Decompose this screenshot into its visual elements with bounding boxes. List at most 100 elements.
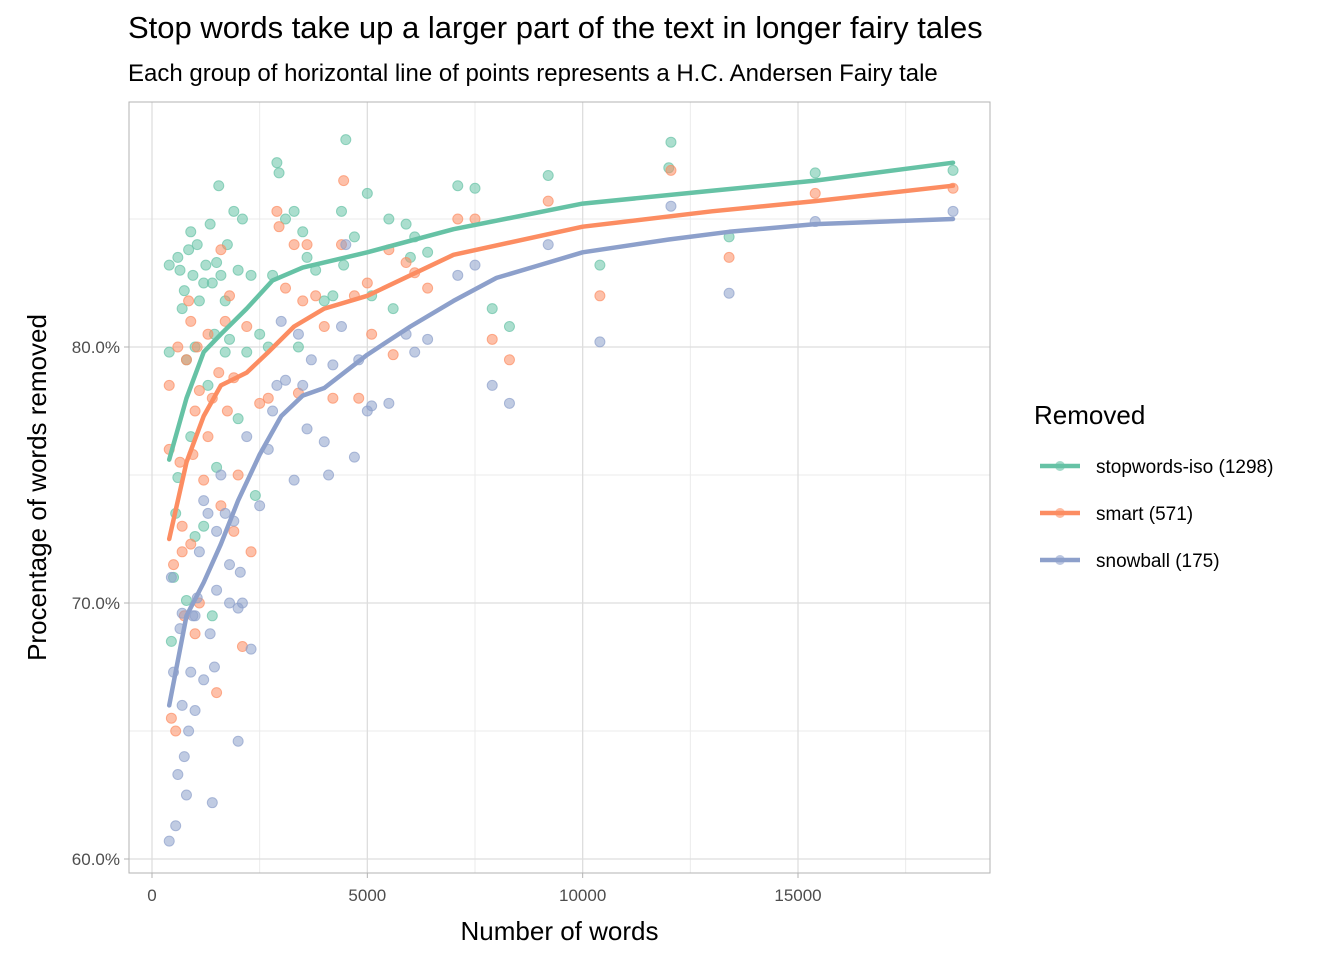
data-point [387,349,399,361]
data-point [271,157,283,169]
data-point [213,180,225,192]
data-point [361,187,373,199]
data-point [335,205,347,217]
data-point [163,346,175,358]
data-point [301,251,313,263]
data-point [180,354,192,366]
data-point [215,469,227,481]
x-tick-label: 15000 [774,886,821,905]
data-point [183,725,195,737]
data-point [193,546,205,558]
data-point [202,507,214,519]
y-tick-label: 60.0% [72,850,120,869]
data-point [224,333,236,345]
data-point [224,597,236,609]
data-point [189,628,201,640]
data-point [193,385,205,397]
data-point [176,699,188,711]
x-tick-label: 5000 [348,886,386,905]
data-point [221,405,233,417]
data-point [180,594,192,606]
data-point [163,835,175,847]
chart-title: Stop words take up a larger part of the … [128,10,983,45]
data-point [254,328,266,340]
data-point [165,712,177,724]
data-point [486,303,498,315]
data-point [168,559,180,571]
data-point [665,200,677,212]
data-point [204,628,216,640]
data-point [200,259,212,271]
y-tick-label: 70.0% [72,594,120,613]
data-point [452,180,464,192]
data-point [947,205,959,217]
data-point [594,259,606,271]
data-point [340,239,352,251]
data-point [176,546,188,558]
data-point [292,341,304,353]
data-point [288,239,300,251]
data-point [297,226,309,238]
trend-line [166,183,956,542]
data-point [594,336,606,348]
data-point [353,392,365,404]
data-point [163,259,175,271]
data-point [176,520,188,532]
data-point [723,251,735,263]
data-point [809,167,821,179]
data-point [383,397,395,409]
data-point [335,321,347,333]
data-point [318,321,330,333]
legend-key-point [1055,461,1065,471]
legend-key-point [1055,508,1065,518]
data-point [228,525,240,537]
data-point [183,244,195,256]
data-point [665,136,677,148]
data-point [211,525,223,537]
data-point [163,379,175,391]
data-point [219,315,231,327]
x-tick-label: 0 [147,886,156,905]
data-point [271,205,283,217]
data-point [228,205,240,217]
data-point [254,397,266,409]
data-point [262,392,274,404]
data-point [236,213,248,225]
data-point [245,269,257,281]
data-point [452,213,464,225]
data-point [198,474,210,486]
data-points [163,134,959,847]
data-point [189,405,201,417]
data-point [254,500,266,512]
data-point [288,205,300,217]
data-point [280,282,292,294]
data-point [198,674,210,686]
x-tick-label: 10000 [559,886,606,905]
data-point [224,559,236,571]
data-point [469,259,481,271]
trend-line [166,160,956,462]
data-point [245,643,257,655]
data-point [185,315,197,327]
data-point [185,666,197,678]
data-point [594,290,606,302]
data-point [178,751,190,763]
data-point [400,257,412,269]
data-point [318,295,330,307]
data-point [206,277,218,289]
data-point [297,379,309,391]
data-point [422,282,434,294]
data-point [273,167,285,179]
data-point [191,239,203,251]
data-point [348,451,360,463]
data-point [348,231,360,243]
legend-label: stopwords-iso (1298) [1096,457,1273,478]
data-point [280,213,292,225]
data-point [361,277,373,289]
data-point [189,610,201,622]
data-point [219,346,231,358]
data-point [292,328,304,340]
data-point [206,797,218,809]
data-point [165,571,177,583]
